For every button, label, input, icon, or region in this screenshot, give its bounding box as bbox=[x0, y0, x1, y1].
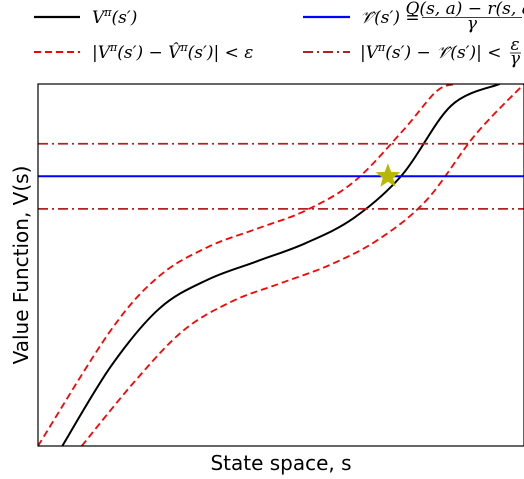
plot-lines bbox=[38, 84, 524, 446]
plot-frame bbox=[37, 83, 524, 447]
legend-label-epsilon-gamma-band: |Vπ(s′) − 𝒱̂(s′)| < bbox=[360, 41, 502, 63]
legend-item-epsilon-band: |Vπ(s′) − V̂π(s′)| < ε bbox=[34, 41, 253, 63]
x-axis-label: State space, s bbox=[210, 451, 351, 475]
legend-label-bellman-estimate: 𝒱̂(s′) = bbox=[360, 8, 420, 28]
series-line-1 bbox=[38, 84, 457, 446]
legend-item-bellman-estimate: 𝒱̂(s′) = Q(s, a) − r(s, a) γ bbox=[303, 0, 524, 34]
legend-item-policy-value: Vπ(s′) bbox=[34, 6, 137, 28]
legend-item-epsilon-gamma-band: |Vπ(s′) − 𝒱̂(s′)| < ε γ bbox=[303, 35, 521, 69]
legend-eps-numerator: ε bbox=[510, 35, 519, 55]
legend-label-policy-value: Vπ(s′) bbox=[92, 6, 137, 28]
legend-fraction-numerator: Q(s, a) − r(s, a) bbox=[406, 0, 524, 19]
legend-label-epsilon-band: |Vπ(s′) − V̂π(s′)| < ε bbox=[92, 41, 253, 63]
series-line-2 bbox=[81, 84, 524, 446]
plot-marker-group bbox=[375, 163, 401, 187]
legend-fraction-denominator: γ bbox=[467, 14, 478, 34]
y-axis-label: Value Function, V(s) bbox=[9, 166, 33, 365]
star-marker bbox=[375, 163, 401, 187]
legend-eps-denominator: γ bbox=[510, 49, 521, 69]
legend: Vπ(s′) 𝒱̂(s′) = Q(s, a) − r(s, a) γ |Vπ(… bbox=[34, 0, 524, 69]
series-line-0 bbox=[61, 84, 501, 446]
